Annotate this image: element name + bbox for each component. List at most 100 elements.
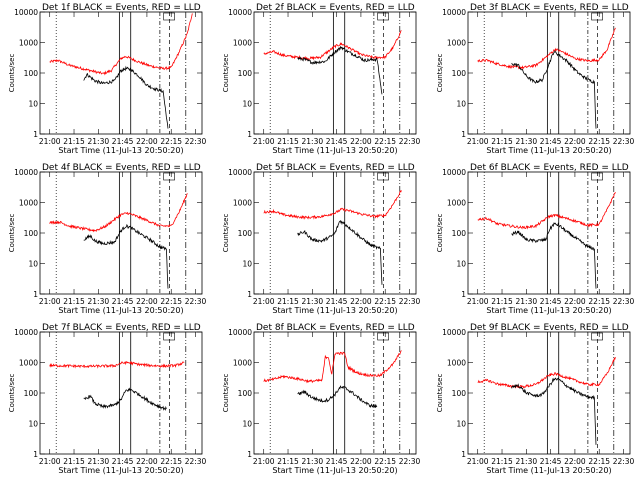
lld-series-line [49, 360, 185, 369]
x-tick-label: 21:15 [63, 137, 85, 146]
x-tick-label: 21:30 [516, 297, 538, 306]
y-tick-label: 1000 [233, 199, 252, 208]
events-series-line [83, 223, 169, 289]
lld-series-line [477, 27, 616, 70]
x-axis-label: Start Time (11-Jul-13 20:50:20) [486, 466, 611, 475]
panel-title: Det 4f BLACK = Events, RED = LLD [42, 163, 201, 173]
x-axis-label: Start Time (11-Jul-13 20:50:20) [486, 306, 611, 315]
lld-series-line [477, 191, 616, 230]
events-series-line [297, 45, 383, 95]
plot-frame [39, 331, 203, 455]
saa-box [377, 172, 389, 181]
x-tick-label: 22:00 [136, 457, 158, 466]
saa-box [163, 12, 175, 21]
y-tick-label: 10 [456, 420, 466, 429]
y-tick-label: 10000 [228, 8, 252, 17]
x-tick-label: 21:00 [467, 137, 489, 146]
events-series-line [511, 377, 597, 445]
saa-box [163, 332, 175, 341]
y-tick-label: 1 [461, 130, 466, 139]
panel-title: Det 5f BLACK = Events, RED = LLD [256, 163, 415, 173]
y-axis-label: Counts/sec [436, 374, 444, 413]
y-tick-label: 1 [33, 290, 38, 299]
x-tick-label: 21:30 [516, 137, 538, 146]
x-tick-label: 21:15 [491, 137, 513, 146]
panel-title: Det 9f BLACK = Events, RED = LLD [470, 323, 629, 333]
x-tick-label: 22:00 [350, 297, 372, 306]
panel-title: Det 6f BLACK = Events, RED = LLD [470, 163, 629, 173]
y-tick-label: 10000 [228, 168, 252, 177]
y-tick-label: 1 [33, 130, 38, 139]
y-tick-label: 10 [242, 100, 252, 109]
y-tick-label: 1000 [233, 359, 252, 368]
events-series-line [83, 387, 167, 411]
panel-1: Det 1f BLACK = Events, RED = LLD 1 10 100 10… [8, 3, 207, 155]
x-axis-label: Start Time (11-Jul-13 20:50:20) [272, 306, 397, 315]
y-tick-label: 100 [24, 389, 39, 398]
panel-title: Det 1f BLACK = Events, RED = LLD [42, 3, 201, 13]
y-tick-label: 100 [452, 229, 467, 238]
plot-frame [39, 11, 203, 135]
y-tick-label: 10 [28, 420, 38, 429]
x-tick-label: 21:30 [88, 297, 110, 306]
y-tick-label: 1000 [447, 359, 466, 368]
x-tick-label: 22:15 [588, 457, 610, 466]
lld-series-line [49, 13, 193, 76]
y-tick-label: 100 [452, 69, 467, 78]
saa-box [377, 12, 389, 21]
x-tick-label: 21:15 [491, 297, 513, 306]
x-tick-label: 21:30 [302, 137, 324, 146]
y-tick-label: 10 [242, 420, 252, 429]
lld-series-line [263, 30, 402, 61]
y-axis-label: Counts/sec [222, 54, 230, 93]
y-tick-label: 10000 [14, 168, 38, 177]
y-tick-label: 10000 [442, 328, 466, 337]
events-series-line [297, 385, 378, 408]
x-tick-label: 22:30 [185, 297, 207, 306]
x-tick-label: 21:45 [112, 297, 134, 306]
y-tick-label: 1000 [233, 39, 252, 48]
x-tick-label: 22:30 [185, 137, 207, 146]
x-axis-label: Start Time (11-Jul-13 20:50:20) [58, 466, 183, 475]
x-tick-label: 22:30 [185, 457, 207, 466]
x-tick-label: 22:15 [374, 297, 396, 306]
y-tick-label: 1000 [447, 39, 466, 48]
lld-series-line [263, 190, 402, 220]
x-tick-label: 21:15 [63, 457, 85, 466]
y-tick-label: 10 [456, 260, 466, 269]
x-tick-label: 21:00 [467, 297, 489, 306]
x-tick-label: 21:30 [516, 457, 538, 466]
y-tick-label: 100 [238, 229, 253, 238]
panel-8: Det 8f BLACK = Events, RED = LLD 1 10 100 10… [222, 323, 421, 475]
saa-box [591, 12, 603, 21]
x-tick-label: 22:15 [588, 297, 610, 306]
events-series-line [83, 65, 169, 129]
x-tick-label: 21:45 [540, 457, 562, 466]
x-tick-label: 22:30 [613, 457, 635, 466]
x-tick-label: 22:15 [588, 137, 610, 146]
saa-box [163, 172, 175, 181]
panel-9: Det 9f BLACK = Events, RED = LLD 1 10 100 10… [436, 323, 635, 475]
x-tick-label: 21:30 [302, 457, 324, 466]
panel-3: Det 3f BLACK = Events, RED = LLD 1 10 100 10… [436, 3, 635, 155]
y-tick-label: 1 [461, 290, 466, 299]
x-tick-label: 21:45 [326, 457, 348, 466]
events-series-line [511, 50, 597, 129]
x-tick-label: 22:30 [399, 137, 421, 146]
x-tick-label: 22:00 [564, 457, 586, 466]
x-tick-label: 21:30 [88, 457, 110, 466]
x-axis-label: Start Time (11-Jul-13 20:50:20) [272, 466, 397, 475]
plot-frame [467, 171, 631, 295]
x-axis-label: Start Time (11-Jul-13 20:50:20) [486, 146, 611, 155]
x-tick-label: 21:45 [112, 137, 134, 146]
y-tick-label: 10000 [14, 328, 38, 337]
x-tick-label: 21:45 [540, 297, 562, 306]
x-tick-label: 21:00 [253, 457, 275, 466]
x-tick-label: 22:15 [160, 457, 182, 466]
y-tick-label: 1 [247, 450, 252, 459]
y-axis-label: Counts/sec [8, 54, 16, 93]
x-tick-label: 21:00 [467, 457, 489, 466]
y-tick-label: 1000 [19, 39, 38, 48]
